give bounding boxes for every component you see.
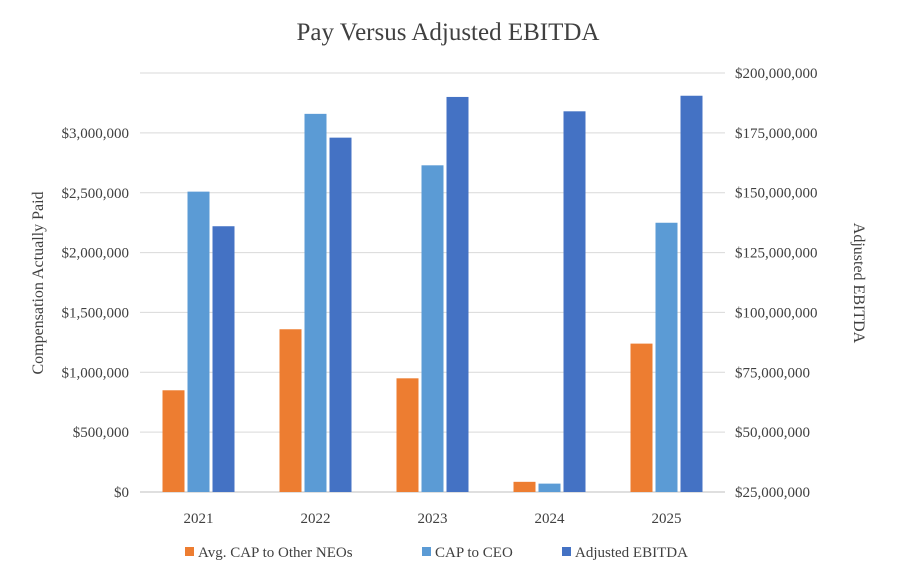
right-tick-label: $100,000,000 bbox=[735, 305, 818, 321]
right-tick-label: $175,000,000 bbox=[735, 126, 818, 142]
bars bbox=[162, 95, 703, 493]
bar bbox=[563, 111, 586, 493]
bar bbox=[680, 95, 703, 492]
right-axis-ticks: $25,000,000 $50,000,000 $75,000,000 $100,00… bbox=[735, 66, 818, 501]
left-tick-label: $500,000 bbox=[73, 425, 129, 441]
left-tick-label: $2,000,000 bbox=[62, 246, 130, 262]
legend-label: Adjusted EBITDA bbox=[575, 545, 688, 561]
right-axis-title: Adjusted EBITDA bbox=[850, 223, 867, 344]
bar bbox=[538, 483, 561, 492]
x-tick-label: 2022 bbox=[301, 511, 331, 527]
legend: Avg. CAP to Other NEOs CAP to CEO Adjusted… bbox=[185, 545, 688, 561]
legend-swatch bbox=[185, 547, 194, 556]
bar bbox=[396, 378, 419, 492]
right-tick-label: $50,000,000 bbox=[735, 425, 810, 441]
left-tick-label: $0 bbox=[114, 485, 129, 501]
bar bbox=[446, 96, 469, 492]
left-axis-title: Compensation Actually Paid bbox=[30, 191, 47, 374]
legend-label: Avg. CAP to Other NEOs bbox=[198, 545, 353, 561]
left-axis-ticks: $0 $500,000 $1,000,000 $1,500,000 $2,000,000… bbox=[62, 126, 130, 501]
legend-swatch bbox=[422, 547, 431, 556]
legend-label: CAP to CEO bbox=[435, 545, 513, 561]
legend-swatch bbox=[562, 547, 571, 556]
right-tick-label: $125,000,000 bbox=[735, 246, 818, 262]
left-tick-label: $1,500,000 bbox=[62, 306, 130, 322]
bar bbox=[279, 329, 302, 492]
bar bbox=[304, 113, 327, 492]
x-tick-label: 2023 bbox=[418, 511, 448, 527]
bar bbox=[329, 137, 352, 492]
bar bbox=[212, 226, 235, 492]
x-tick-label: 2025 bbox=[652, 511, 682, 527]
left-tick-label: $1,000,000 bbox=[62, 365, 130, 381]
right-tick-label: $150,000,000 bbox=[735, 186, 818, 202]
bar bbox=[655, 222, 678, 492]
bar bbox=[513, 481, 536, 492]
left-tick-label: $3,000,000 bbox=[62, 126, 130, 142]
bar bbox=[421, 165, 444, 492]
right-tick-label: $200,000,000 bbox=[735, 66, 818, 82]
bar bbox=[162, 390, 185, 492]
chart-title: Pay Versus Adjusted EBITDA bbox=[296, 19, 599, 46]
bar bbox=[630, 343, 653, 492]
left-tick-label: $2,500,000 bbox=[62, 186, 130, 202]
bar bbox=[187, 191, 210, 493]
x-axis-ticks: 2021 2022 2023 2024 2025 bbox=[184, 511, 682, 527]
right-tick-label: $75,000,000 bbox=[735, 365, 810, 381]
x-tick-label: 2021 bbox=[184, 511, 214, 527]
x-tick-label: 2024 bbox=[535, 511, 566, 527]
right-tick-label: $25,000,000 bbox=[735, 485, 810, 501]
